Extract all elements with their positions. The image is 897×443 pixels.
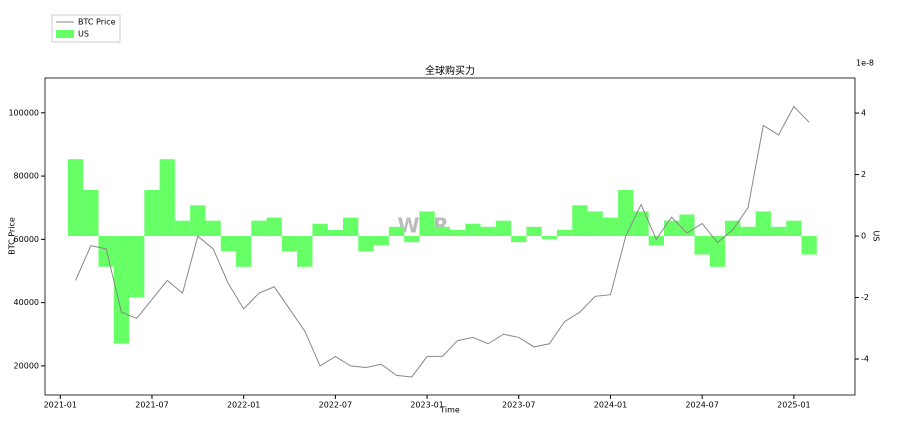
bar [556, 229, 573, 237]
bar [358, 236, 374, 252]
bar [205, 220, 221, 237]
x-axis-label: Time [439, 406, 460, 415]
bar [144, 189, 160, 237]
bar [541, 236, 557, 240]
x-tick-label: 2024-01 [594, 401, 627, 410]
y2-tick-label: 4 [861, 109, 866, 118]
y2-tick-label: 0 [861, 232, 866, 241]
bar [511, 236, 527, 243]
y2-tick-label: -2 [861, 293, 869, 302]
bar [251, 220, 267, 237]
bar [297, 236, 313, 267]
bar [663, 220, 680, 237]
x-tick-label: 2022-01 [227, 401, 260, 410]
y2-axis-label: US [872, 231, 881, 242]
y-tick-label: 40000 [14, 298, 39, 307]
bar [343, 217, 359, 237]
x-tick-label: 2025-01 [777, 401, 810, 410]
y-tick-label: 100000 [8, 108, 39, 117]
x-tick-label: 2022-07 [319, 401, 352, 410]
x-tick-label: 2023-01 [410, 401, 443, 410]
x-tick-label: 2021-01 [44, 401, 77, 410]
bar [236, 236, 252, 267]
bar [327, 229, 344, 237]
bar [83, 189, 99, 237]
chart-title: 全球购买力 [425, 64, 475, 77]
bar [373, 236, 389, 246]
bar [633, 211, 649, 237]
bar [67, 159, 84, 237]
y2-tick-label: 2 [861, 170, 866, 179]
bar [419, 211, 435, 237]
bar [587, 211, 603, 237]
y-tick-label: 60000 [14, 235, 39, 244]
x-tick-label: 2024-07 [685, 401, 718, 410]
y-axis-label: BTC Price [8, 217, 17, 255]
bar [709, 236, 726, 267]
bar [388, 226, 405, 237]
bar [434, 226, 450, 237]
bar [220, 236, 237, 252]
bar [98, 236, 114, 267]
bar [190, 205, 206, 237]
bar [174, 220, 191, 237]
bar [281, 236, 298, 252]
bar [495, 220, 512, 237]
bar [602, 217, 619, 237]
legend-label: US [78, 30, 89, 39]
bar [770, 226, 787, 237]
y-tick-label: 20000 [14, 361, 39, 370]
bar [572, 205, 588, 237]
y2-offset-label: 1e-8 [856, 59, 874, 68]
bar [755, 211, 771, 237]
legend-swatch [56, 30, 74, 38]
x-tick-label: 2021-07 [135, 401, 168, 410]
x-tick-label: 2023-07 [502, 401, 535, 410]
y-tick-label: 80000 [14, 172, 39, 181]
bar [740, 226, 756, 237]
bar [404, 236, 420, 243]
bar [480, 226, 496, 237]
bar [129, 236, 145, 298]
bar [113, 236, 130, 344]
bar [450, 229, 466, 237]
bar [648, 236, 664, 246]
bar [786, 220, 802, 237]
legend-label: BTC Price [78, 18, 116, 27]
price-line [75, 105, 810, 378]
bar [159, 159, 175, 237]
plot-frame [44, 77, 856, 396]
bar [526, 226, 542, 237]
bar [694, 236, 710, 255]
bar [465, 223, 481, 237]
bar [618, 189, 634, 237]
bar [266, 217, 282, 237]
y2-tick-label: -4 [861, 355, 869, 364]
bar [801, 236, 817, 255]
bar [312, 223, 328, 237]
